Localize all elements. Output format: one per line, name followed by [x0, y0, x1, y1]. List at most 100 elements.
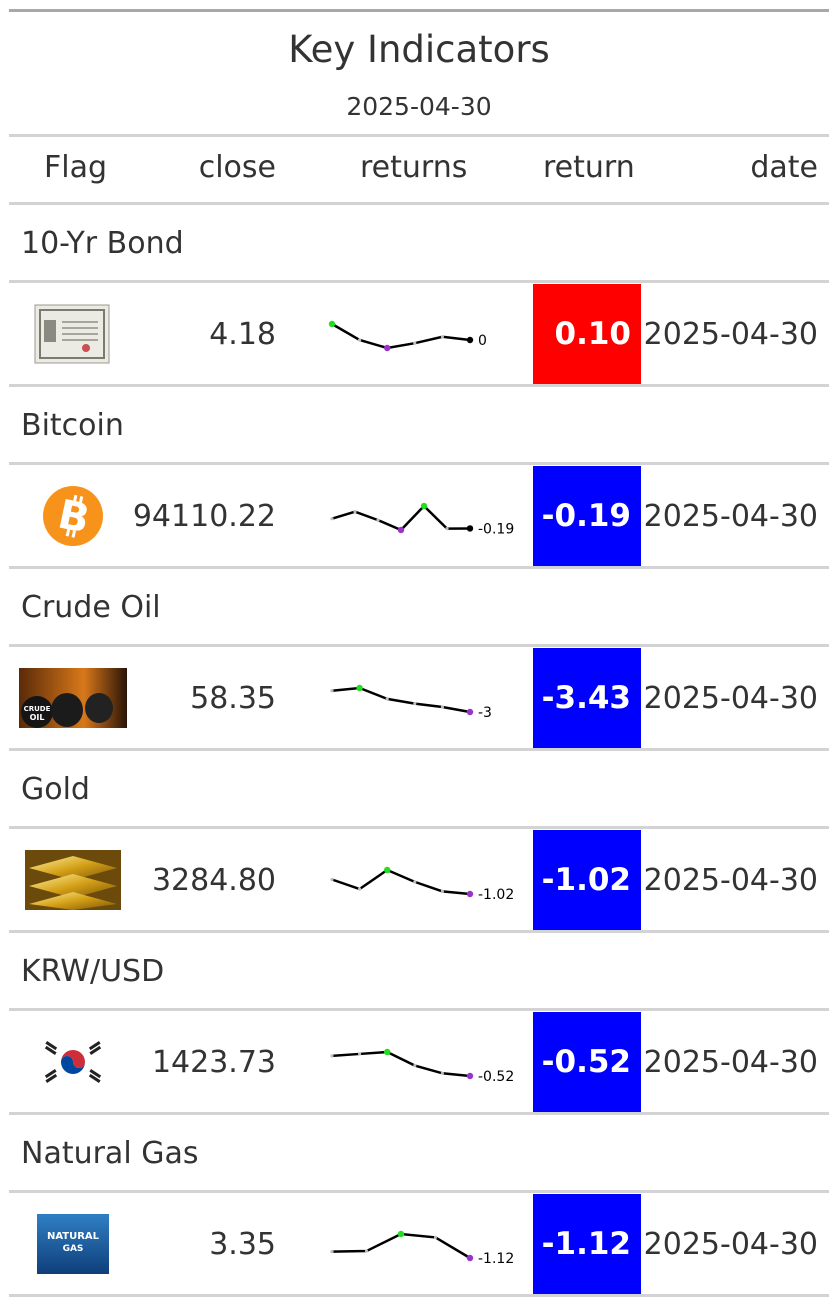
svg-text:GAS: GAS [63, 1244, 84, 1254]
sparkline-point [358, 1052, 362, 1056]
sparkline-point [445, 526, 449, 531]
column-header-close: close [198, 150, 276, 185]
date-value: 2025-04-30 [643, 499, 818, 534]
sparkline-point [358, 338, 362, 342]
close-value: 94110.22 [132, 499, 276, 534]
sparkline-point [330, 689, 334, 693]
row-bottom-rule [9, 748, 829, 751]
svg-text:CRUDE: CRUDE [24, 705, 51, 713]
sparkline-point [466, 708, 474, 716]
column-header-flag: Flag [44, 150, 108, 185]
returns-sparkline: -3 [330, 684, 492, 721]
top-rule [9, 9, 829, 12]
sparkline-series [331, 868, 471, 896]
svg-text:OIL: OIL [30, 713, 45, 722]
sparkline-point [328, 320, 336, 328]
sparkline-point [433, 1235, 438, 1240]
date-value: 2025-04-30 [643, 681, 818, 716]
sparkline-point [420, 502, 428, 510]
sparkline-point [330, 1054, 334, 1058]
sparkline-point [385, 697, 389, 701]
gold-bars-icon [25, 850, 121, 914]
bitcoin-icon: B [43, 486, 103, 550]
crude-oil-barrels-icon: CRUDE OIL [19, 668, 127, 732]
sparkline-end-label: -3 [478, 705, 492, 721]
sparkline-series [331, 322, 471, 350]
date-value: 2025-04-30 [643, 1227, 818, 1262]
date-value: 2025-04-30 [643, 863, 818, 898]
return-value-badge: -0.52 [533, 1012, 641, 1112]
returns-sparkline: -1.12 [330, 1230, 514, 1267]
row-group-label: 10-Yr Bond [21, 226, 184, 261]
sparkline-series [331, 686, 471, 714]
sparkline-point [466, 336, 474, 344]
sparkline-point [440, 889, 444, 893]
date-value: 2025-04-30 [643, 317, 818, 352]
sparkline-end-label: 0 [478, 333, 487, 349]
sparkline-point [397, 526, 405, 534]
row-group-label: Gold [21, 772, 90, 807]
row-group-label: Bitcoin [21, 408, 124, 443]
column-header-returns: returns [360, 150, 468, 185]
sparkline-point [413, 1063, 417, 1068]
row-group-label: Natural Gas [21, 1136, 199, 1171]
row-group-rule [9, 1008, 829, 1011]
row-group-rule [9, 1190, 829, 1193]
close-value: 3284.80 [151, 863, 276, 898]
column-header-date: date [750, 150, 818, 185]
row-bottom-rule [9, 1294, 829, 1297]
bond-certificate-icon [34, 304, 110, 368]
sparkline-point [440, 705, 444, 709]
close-value: 1423.73 [151, 1045, 276, 1080]
sparkline-point [466, 525, 474, 532]
row-group-rule [9, 280, 829, 283]
sparkline-end-label: -1.12 [478, 1251, 514, 1267]
sparkline-point [413, 341, 417, 345]
return-value-badge: -1.02 [533, 830, 641, 930]
sparkline-point [413, 880, 417, 884]
row-bottom-rule [9, 566, 829, 569]
returns-sparkline: 0 [328, 320, 487, 352]
sparkline-point [466, 1254, 474, 1262]
natural-gas-icon: NATURAL GAS [37, 1214, 109, 1278]
row-group-rule [9, 826, 829, 829]
sparkline-point [384, 1048, 391, 1056]
sparkline-point [364, 1249, 369, 1253]
row-group-rule [9, 462, 829, 465]
return-value-badge: -1.12 [533, 1194, 641, 1294]
close-value: 58.35 [190, 681, 276, 716]
sparkline-point [466, 1072, 474, 1080]
sparkline-point [358, 887, 362, 891]
sparkline-series [331, 1050, 471, 1078]
header-top-rule [9, 134, 829, 137]
sparkline-point [397, 1230, 405, 1238]
sparkline-point [330, 877, 334, 882]
row-group-label: KRW/USD [21, 954, 165, 989]
sparkline-point [466, 890, 474, 898]
svg-text:NATURAL: NATURAL [47, 1231, 100, 1242]
close-value: 4.18 [209, 317, 276, 352]
sparkline-end-label: -0.52 [478, 1069, 514, 1085]
header-bottom-rule [9, 202, 829, 205]
sparkline-end-label: -1.02 [478, 887, 514, 903]
row-group-rule [9, 644, 829, 647]
sparkline-point [330, 517, 334, 521]
sparkline-point [384, 344, 391, 352]
sparkline-point [353, 510, 357, 514]
sparkline-point [440, 335, 444, 339]
returns-sparkline: -0.19 [330, 502, 514, 537]
return-value-badge: -0.19 [533, 466, 641, 566]
sparkline-point [330, 1250, 334, 1254]
korea-flag-icon [39, 1038, 107, 1090]
sparkline-point [413, 702, 417, 706]
sparkline-point [384, 866, 391, 874]
sparkline-end-label: -0.19 [478, 521, 514, 537]
sparkline-point [356, 684, 363, 692]
column-header-return: return [543, 150, 635, 185]
return-value-badge: 0.10 [533, 284, 641, 384]
sparkline-series [331, 1232, 471, 1260]
row-bottom-rule [9, 384, 829, 387]
sparkline-point [376, 518, 380, 522]
row-bottom-rule [9, 930, 829, 933]
row-bottom-rule [9, 1112, 829, 1115]
